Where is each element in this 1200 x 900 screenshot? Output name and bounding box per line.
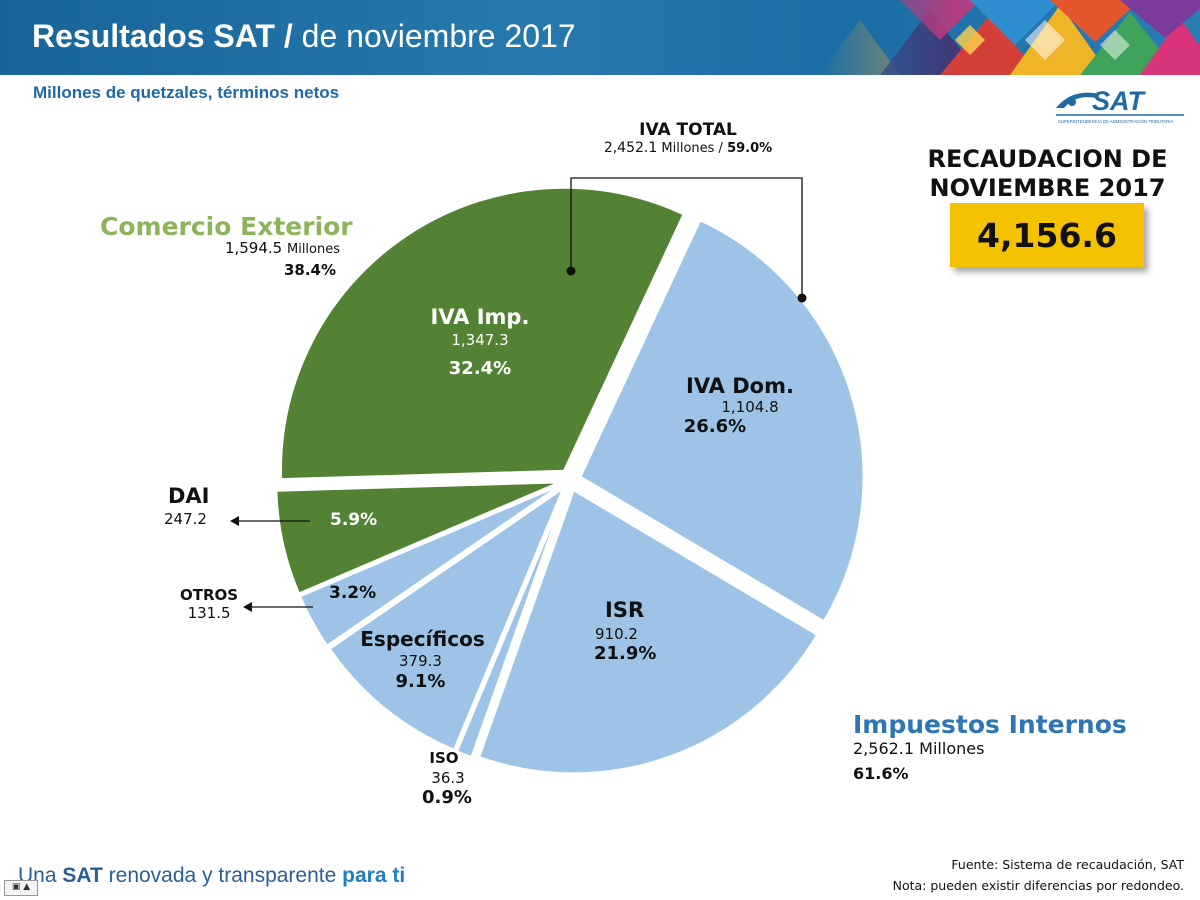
- decorative-pattern: [820, 0, 1200, 75]
- group-label-impuestos-internos: Impuestos Internos 2,562.1 Millones 61.6…: [853, 710, 1127, 783]
- slice-label-dai: DAI 247.2: [164, 484, 210, 528]
- footer-note: Nota: pueden existir diferencias por red…: [892, 878, 1184, 893]
- sat-logo-tagline: SUPERINTENDENCIA DE ADMINISTRACIÓN TRIBU…: [1058, 119, 1174, 124]
- group-amount: 1,594.5 Millones: [224, 239, 340, 257]
- slice-percent: 32.4%: [448, 358, 512, 379]
- total-value: 4,156.6: [977, 216, 1117, 255]
- slice-label-isr: ISR 910.2 21.9%: [580, 598, 690, 664]
- slice-name: ISO: [429, 749, 459, 767]
- slice-percent-otros: 3.2%: [329, 583, 377, 603]
- pie-slice-dai: [275, 481, 560, 595]
- iva-total-dot-left: [566, 266, 576, 276]
- group-name: Impuestos Internos: [853, 710, 1127, 739]
- slide-control-icon[interactable]: ▣ ▲: [4, 880, 38, 896]
- sat-logo: SAT SUPERINTENDENCIA DE ADMINISTRACIÓN T…: [1056, 86, 1184, 124]
- group-percent: 38.4%: [283, 261, 336, 279]
- slice-value: 131.5: [187, 604, 231, 622]
- slice-percent: 9.1%: [395, 671, 446, 692]
- sat-logo-text: SAT: [1092, 86, 1147, 116]
- pie-slice-otros: [298, 484, 561, 647]
- slice-label-iva-dom: IVA Dom. 1,104.8 26.6%: [665, 374, 815, 437]
- pie-slice-específicos: [328, 485, 566, 751]
- slice-value: 1,347.3: [451, 331, 509, 349]
- slice-percent-dai: 5.9%: [330, 510, 378, 530]
- total-title-line1: RECAUDACION DE: [927, 145, 1168, 173]
- pie-slice-iva-dom: [579, 218, 865, 623]
- header-bar: Resultados SAT / de noviembre 2017: [0, 0, 1200, 75]
- iva-total-bracket: [570, 177, 803, 298]
- slice-value: 379.3: [399, 652, 442, 670]
- slice-value: 910.2: [595, 625, 638, 643]
- slice-label-iva-imp: IVA Imp. 1,347.3 32.4%: [400, 305, 560, 379]
- slice-percent: 0.9%: [422, 787, 472, 808]
- page-title: Resultados SAT / de noviembre 2017: [32, 18, 576, 54]
- footer-source: Fuente: Sistema de recaudación, SAT: [951, 857, 1184, 872]
- slice-label-iso: ISO 36.3 0.9%: [410, 749, 490, 808]
- slice-name: IVA Dom.: [686, 374, 794, 398]
- slice-percent: 26.6%: [683, 416, 747, 437]
- chart-subtitle: Millones de quetzales, términos netos: [33, 83, 340, 102]
- footer-slogan: Una SAT renovada y transparente para ti: [18, 864, 406, 887]
- slice-name: DAI: [168, 484, 210, 508]
- dai-arrowhead: [230, 516, 239, 526]
- slice-label-otros: OTROS 131.5: [180, 586, 238, 622]
- slice-percent: 21.9%: [594, 643, 657, 664]
- total-title-line2: NOVIEMBRE 2017: [929, 174, 1166, 202]
- slice-value: 247.2: [164, 510, 207, 528]
- pie-slice-iso: [455, 489, 567, 759]
- slice-name: ISR: [605, 598, 645, 622]
- pie-slice-isr: [477, 488, 819, 775]
- slice-name: Específicos: [360, 627, 485, 651]
- total-title: RECAUDACION DE NOVIEMBRE 2017: [925, 145, 1170, 203]
- group-percent: 61.6%: [853, 764, 909, 783]
- iva-total-label: IVA TOTAL 2,452.1 Millones / 59.0%: [580, 120, 796, 156]
- group-amount: 2,562.1 Millones: [853, 739, 985, 758]
- group-label-comercio-exterior: Comercio Exterior 1,594.5 Millones 38.4%: [100, 212, 353, 279]
- slice-label-especificos: Específicos 379.3 9.1%: [355, 627, 490, 692]
- iva-total-title: IVA TOTAL: [639, 120, 737, 140]
- group-name: Comercio Exterior: [100, 212, 353, 241]
- slice-name: IVA Imp.: [430, 305, 530, 329]
- total-value-box: 4,156.6: [950, 203, 1144, 267]
- sat-logo-icon: [1056, 92, 1100, 108]
- iva-total-dot-right: [797, 293, 807, 303]
- slice-name: OTROS: [180, 586, 239, 604]
- slice-value: 36.3: [431, 769, 465, 787]
- iva-total-value: 2,452.1 Millones / 59.0%: [603, 140, 773, 156]
- pie-slice-iva-imp: [280, 186, 685, 481]
- footer-notes: Fuente: Sistema de recaudación, SAT Nota…: [893, 854, 1184, 896]
- otros-arrowhead: [243, 602, 252, 612]
- slice-value: 1,104.8: [721, 398, 779, 416]
